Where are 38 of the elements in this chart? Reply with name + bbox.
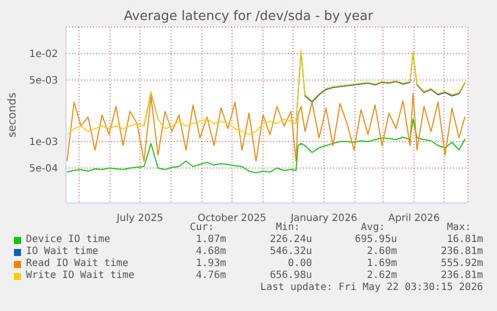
y-tick-label: 1e-02 bbox=[29, 49, 58, 60]
text: Avg: bbox=[360, 222, 385, 233]
text: 226.24u bbox=[270, 234, 312, 245]
chart-title: Average latency for /dev/sda - by year bbox=[122, 9, 374, 24]
text: Max: bbox=[446, 222, 471, 233]
x-tick-label: July 2025 bbox=[116, 213, 164, 224]
line-series bbox=[66, 118, 466, 174]
text: 236.81m bbox=[440, 246, 483, 257]
text: 546.32u bbox=[270, 246, 312, 257]
text: 4.68m bbox=[194, 246, 226, 257]
line-series bbox=[66, 49, 466, 136]
text: 656.98u bbox=[270, 270, 312, 281]
text: 1.69m bbox=[366, 258, 397, 269]
text: 0.00 bbox=[288, 258, 312, 269]
text: 4.76m bbox=[196, 270, 226, 281]
y-axis-title: seconds bbox=[6, 92, 18, 138]
y-tick-label: 1e-03 bbox=[29, 137, 58, 148]
text: 555.92m bbox=[440, 258, 483, 269]
text: 695.95u bbox=[354, 234, 397, 245]
text: Cur: bbox=[190, 222, 214, 233]
text: 1.07m bbox=[194, 234, 226, 245]
text: 16.81m bbox=[446, 234, 483, 245]
text: 2.60m bbox=[366, 246, 397, 257]
x-tick-label: October 2025 bbox=[198, 213, 266, 224]
y-tick-label: 5e-04 bbox=[29, 164, 58, 175]
line-series bbox=[66, 93, 466, 162]
legend-label: IO Wait time bbox=[26, 246, 98, 257]
text: 2.62m bbox=[366, 270, 397, 281]
text: Min: bbox=[276, 222, 300, 233]
legend-label: Read IO Wait time bbox=[26, 258, 128, 269]
x-tick-label: January 2026 bbox=[290, 213, 358, 224]
legend-label: Write IO Wait time bbox=[26, 270, 134, 281]
text: 1.93m bbox=[196, 258, 226, 269]
legend-label: Device IO time bbox=[26, 234, 110, 245]
text: 236.81m bbox=[440, 270, 483, 281]
text: Last update: Fri May 22 03:30:15 2026 bbox=[259, 282, 483, 293]
y-tick-label: 5e-03 bbox=[29, 76, 58, 87]
x-tick-label: April 2026 bbox=[388, 213, 440, 224]
